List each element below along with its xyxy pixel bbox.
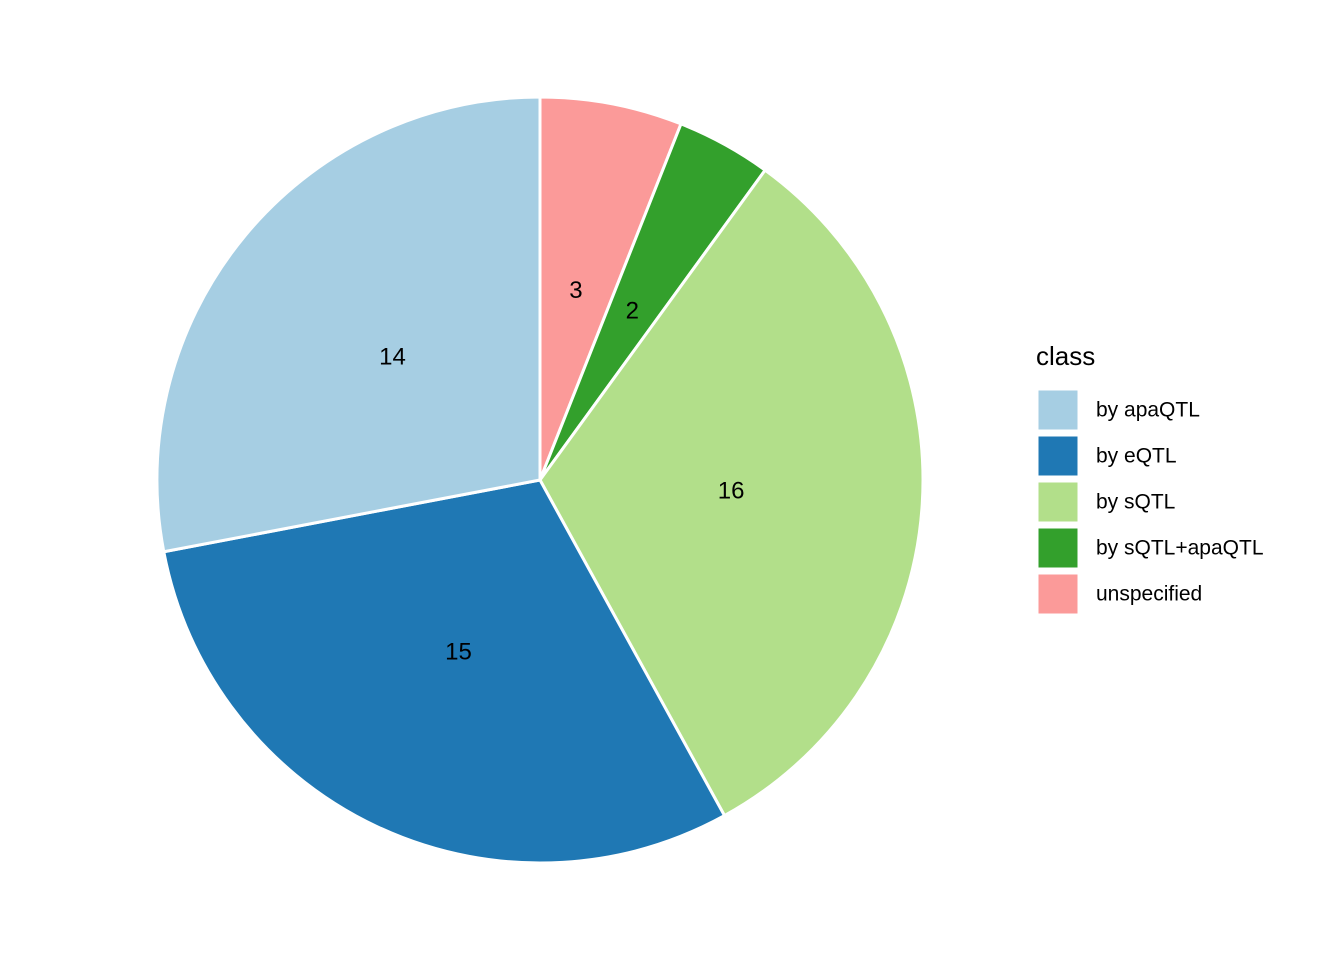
legend-title: class	[1036, 341, 1095, 371]
legend-key	[1037, 389, 1079, 431]
slice-label: 14	[379, 343, 406, 370]
pie-slice	[155, 95, 542, 554]
legend-label: by apaQTL	[1096, 399, 1200, 422]
pie-slice	[538, 168, 925, 818]
pie-slice	[538, 95, 683, 481]
legend-label: by sQTL+apaQTL	[1096, 537, 1264, 560]
legend-label: by eQTL	[1096, 445, 1177, 468]
legend-key	[1037, 435, 1079, 477]
slice-label: 16	[718, 477, 745, 504]
slice-label: 2	[626, 298, 639, 325]
pie-slice	[162, 478, 727, 865]
legend-key	[1037, 573, 1079, 615]
slice-label: 15	[445, 639, 472, 666]
slice-label: 3	[569, 277, 582, 304]
legend-label: by sQTL	[1096, 491, 1175, 514]
legend-label: unspecified	[1096, 583, 1202, 606]
legend-key	[1037, 527, 1079, 569]
legend-key	[1037, 481, 1079, 523]
